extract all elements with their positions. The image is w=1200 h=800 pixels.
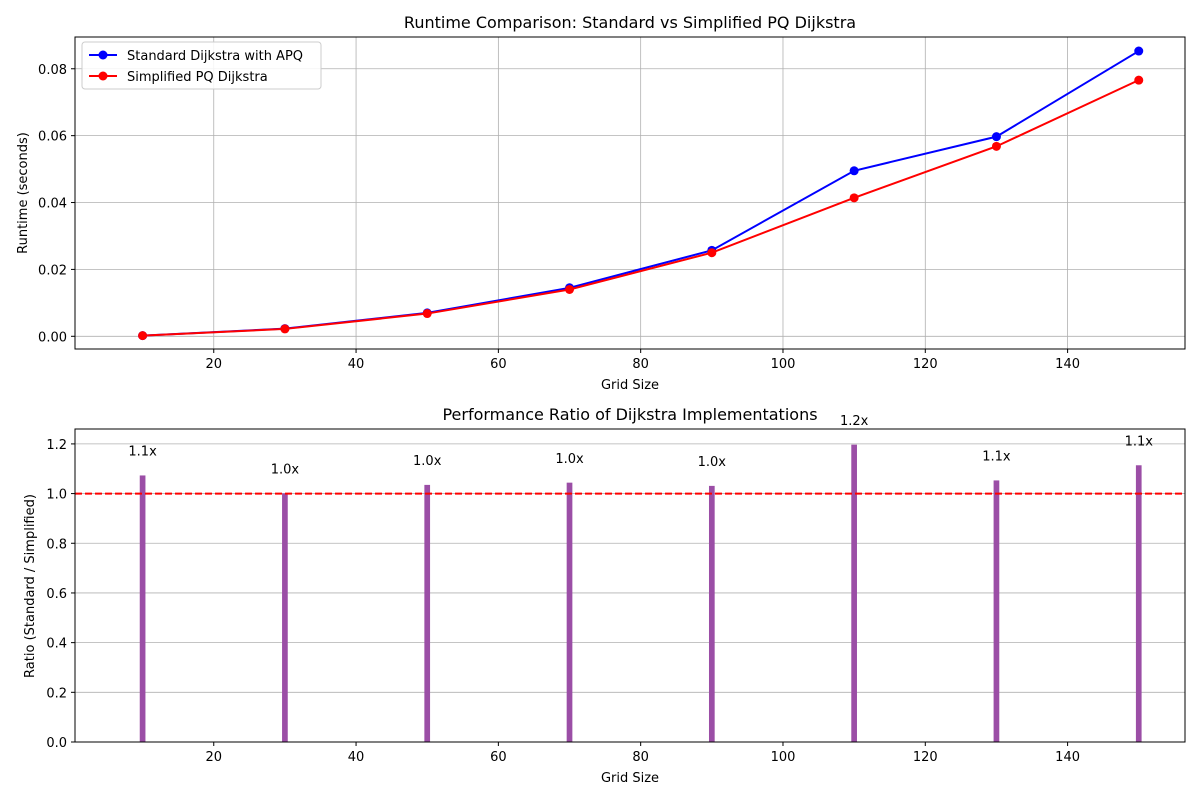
x-tick-label: 20 — [205, 357, 222, 372]
x-tick-label: 80 — [632, 750, 649, 765]
y-tick-label: 0.6 — [46, 587, 67, 602]
ratio-bar — [282, 493, 288, 742]
ratio-bar — [139, 475, 146, 742]
ratio-bar-label: 1.0x — [271, 462, 300, 477]
series-point-1 — [1134, 75, 1144, 85]
ratio-bar — [1135, 465, 1142, 742]
ratio-bar-label: 1.1x — [1125, 434, 1154, 449]
series-point-1 — [565, 284, 575, 294]
series-point-1 — [849, 193, 859, 203]
x-tick-label: 140 — [1055, 750, 1080, 765]
ratio-bar-label: 1.0x — [698, 455, 727, 470]
y-tick-label: 0.2 — [46, 686, 67, 701]
ratio-bar-label: 1.1x — [982, 450, 1011, 465]
y-tick-label: 0.0 — [46, 736, 67, 751]
ratio-bar-label: 1.1x — [128, 445, 157, 460]
x-tick-label: 100 — [771, 357, 796, 372]
runtime-series — [138, 46, 1144, 341]
runtime-x-axis-label: Grid Size — [601, 378, 659, 393]
series-point-0 — [1134, 46, 1144, 56]
ratio-x-axis-label: Grid Size — [601, 771, 659, 786]
series-point-1 — [991, 141, 1001, 151]
runtime-x-ticks: 20 40 60 80 100 120 140 — [205, 349, 1080, 372]
runtime-chart-title: Runtime Comparison: Standard vs Simplifi… — [404, 13, 856, 32]
series-point-0 — [849, 166, 859, 176]
x-tick-label: 60 — [490, 750, 507, 765]
ratio-bar-label: 1.0x — [413, 454, 442, 469]
legend-marker-standard — [98, 50, 108, 60]
legend-label-simplified: Simplified PQ Dijkstra — [127, 70, 268, 85]
ratio-x-ticks: 20 40 60 80 100 120 140 — [205, 742, 1080, 765]
y-tick-label: 0.02 — [38, 263, 67, 278]
runtime-chart: 20 40 60 80 100 120 140 0.00 0.02 0.04 0.06 0.08 R… — [16, 13, 1186, 393]
y-tick-label: 0.04 — [38, 197, 67, 212]
x-tick-label: 100 — [771, 750, 796, 765]
runtime-plot-frame — [74, 36, 1186, 350]
series-point-1 — [707, 248, 717, 258]
ratio-plot-frame — [74, 428, 1186, 743]
series-point-1 — [280, 324, 290, 334]
x-tick-label: 20 — [205, 750, 222, 765]
ratio-bar — [851, 444, 857, 742]
y-tick-label: 0.08 — [38, 63, 67, 78]
runtime-y-axis-label: Runtime (seconds) — [16, 132, 31, 254]
y-tick-label: 0.00 — [38, 330, 67, 345]
ratio-bar-label: 1.0x — [555, 452, 584, 467]
series-point-1 — [138, 331, 148, 341]
ratio-bar — [993, 480, 1000, 742]
series-line-1 — [142, 79, 1140, 337]
x-tick-label: 140 — [1055, 357, 1080, 372]
legend-label-standard: Standard Dijkstra with APQ — [127, 49, 303, 64]
ratio-chart: 1.1x 1.0x 1.0x 1.0x 1.0x 1.2x 1.1x 1.1x 20 40 60 8… — [23, 405, 1186, 786]
y-tick-label: 0.06 — [38, 130, 67, 145]
y-tick-label: 0.8 — [46, 537, 67, 552]
series-point-1 — [422, 309, 432, 319]
x-tick-label: 120 — [913, 357, 938, 372]
x-tick-label: 120 — [913, 750, 938, 765]
ratio-bar-label: 1.2x — [840, 414, 869, 429]
series-point-0 — [991, 132, 1001, 142]
legend-box — [81, 41, 322, 90]
ratio-bars — [139, 444, 1142, 742]
x-tick-label: 40 — [348, 750, 365, 765]
y-tick-label: 1.2 — [46, 438, 67, 453]
x-tick-label: 80 — [632, 357, 649, 372]
ratio-chart-title: Performance Ratio of Dijkstra Implementa… — [442, 405, 817, 424]
ratio-bar — [424, 484, 431, 742]
x-tick-label: 60 — [490, 357, 507, 372]
ratio-bar — [566, 482, 573, 742]
ratio-y-ticks: 0.0 0.2 0.4 0.6 0.8 1.0 1.2 — [46, 438, 75, 751]
legend-marker-simplified — [98, 71, 108, 81]
runtime-legend: Standard Dijkstra with APQ Simplified PQ… — [81, 41, 322, 90]
y-tick-label: 1.0 — [46, 488, 67, 503]
ratio-bar — [708, 485, 715, 742]
x-tick-label: 40 — [348, 357, 365, 372]
ratio-data-labels: 1.1x 1.0x 1.0x 1.0x 1.0x 1.2x 1.1x 1.1x — [128, 414, 1153, 478]
ratio-y-axis-label: Ratio (Standard / Simplified) — [23, 494, 38, 678]
y-tick-label: 0.4 — [46, 637, 67, 652]
runtime-y-ticks: 0.00 0.02 0.04 0.06 0.08 — [38, 63, 75, 345]
